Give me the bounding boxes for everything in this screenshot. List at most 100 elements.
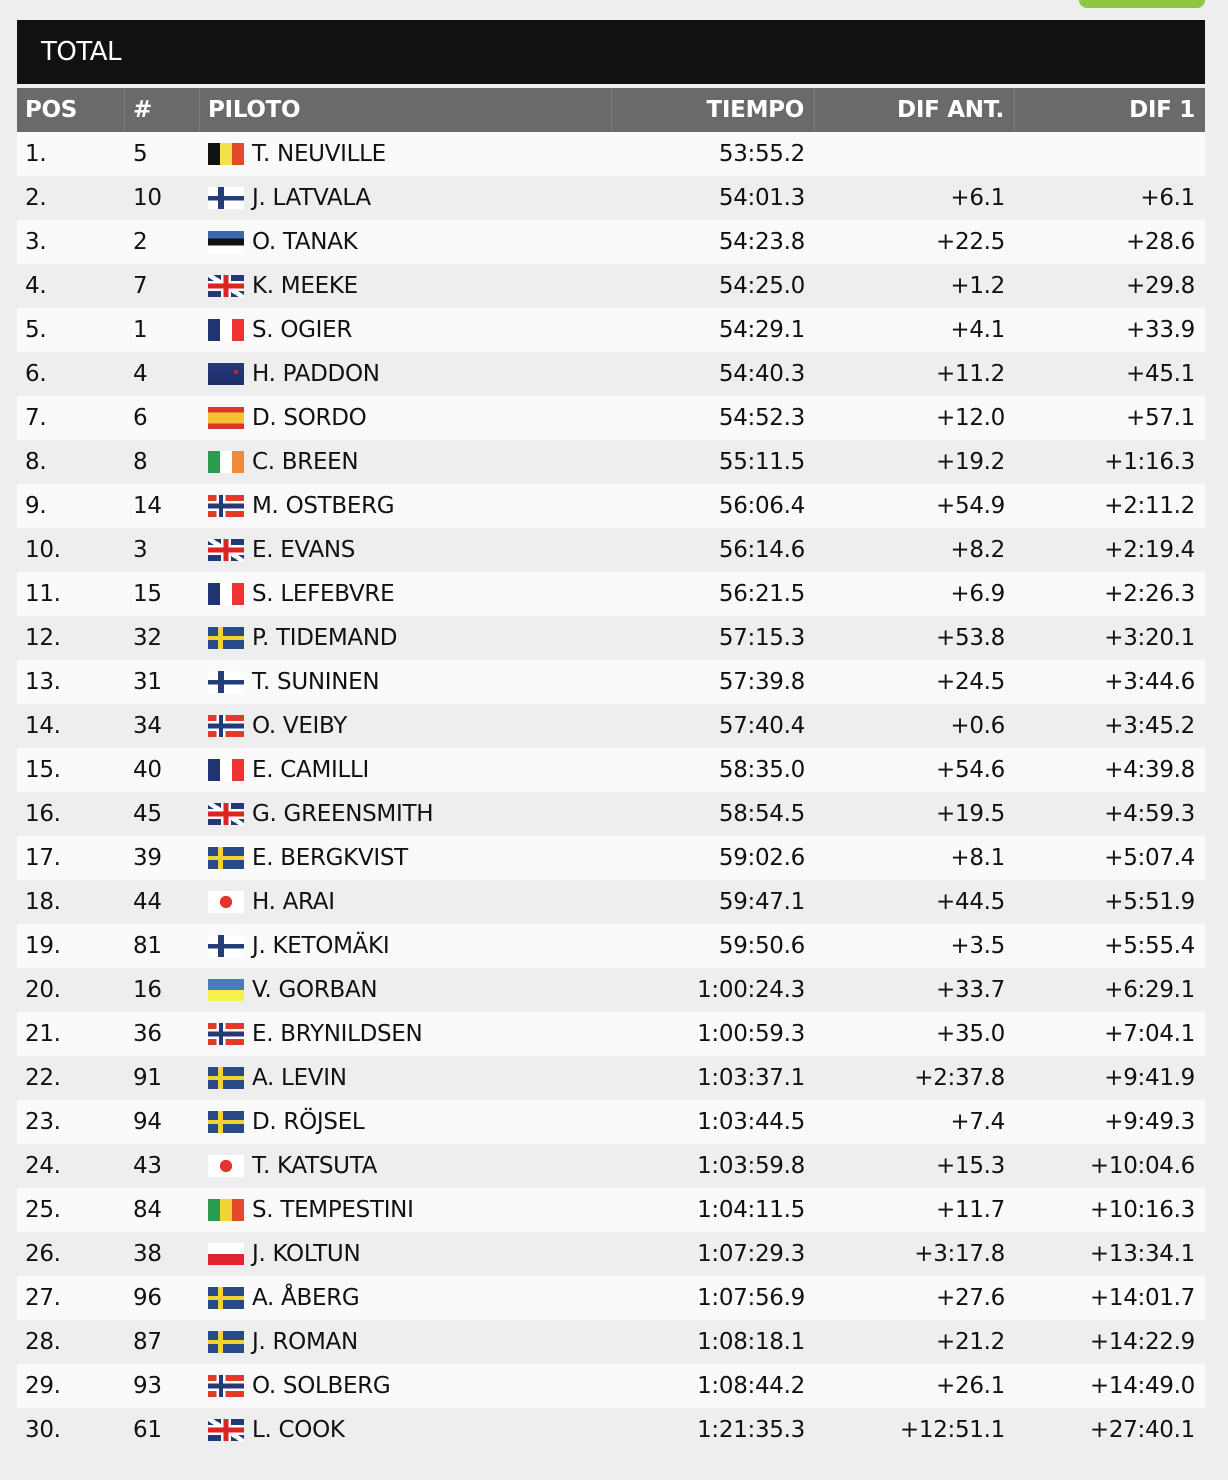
- table-row[interactable]: 25. 84 S. TEMPESTINI 1:04:11.5 +11.7 +10:16.3: [17, 1188, 1205, 1232]
- table-row[interactable]: 3. 2 O. TANAK 54:23.8 +22.5 +28.6: [17, 220, 1205, 264]
- table-row[interactable]: 18. 44 H. ARAI 59:47.1 +44.5 +5:51.9: [17, 880, 1205, 924]
- pilot-name[interactable]: P. TIDEMAND: [252, 625, 398, 651]
- cell-dif-prev: +22.5: [936, 229, 1005, 255]
- pilot-name[interactable]: M. OSTBERG: [252, 493, 395, 519]
- pilot-name[interactable]: E. BRYNILDSEN: [252, 1021, 423, 1047]
- pilot-name[interactable]: O. SOLBERG: [252, 1373, 391, 1399]
- cell-pos: 26.: [25, 1241, 61, 1267]
- pilot-name[interactable]: A. LEVIN: [252, 1065, 347, 1091]
- table-row[interactable]: 19. 81 J. KETOMÄKI 59:50.6 +3.5 +5:55.4: [17, 924, 1205, 968]
- cell-time: 1:07:29.3: [697, 1241, 805, 1267]
- pilot-name[interactable]: J. KETOMÄKI: [252, 933, 390, 959]
- cell-pilot: E. CAMILLI: [200, 757, 612, 783]
- header-dif-first[interactable]: DIF 1: [1129, 97, 1195, 123]
- table-row[interactable]: 2. 10 J. LATVALA 54:01.3 +6.1 +6.1: [17, 176, 1205, 220]
- table-row[interactable]: 4. 7 K. MEEKE 54:25.0 +1.2 +29.8: [17, 264, 1205, 308]
- cell-pos: 24.: [25, 1153, 61, 1179]
- pilot-name[interactable]: H. ARAI: [252, 889, 335, 915]
- pilot-name[interactable]: D. RÖJSEL: [252, 1109, 365, 1135]
- cell-time: 59:02.6: [718, 845, 805, 871]
- flag-ua-icon: [208, 979, 244, 1001]
- table-row[interactable]: 1. 5 T. NEUVILLE 53:55.2: [17, 132, 1205, 176]
- table-row[interactable]: 5. 1 S. OGIER 54:29.1 +4.1 +33.9: [17, 308, 1205, 352]
- flag-no-icon: [208, 715, 244, 737]
- pilot-name[interactable]: T. SUNINEN: [252, 669, 380, 695]
- table-row[interactable]: 28. 87 J. ROMAN 1:08:18.1 +21.2 +14:22.9: [17, 1320, 1205, 1364]
- table-row[interactable]: 13. 31 T. SUNINEN 57:39.8 +24.5 +3:44.6: [17, 660, 1205, 704]
- table-row[interactable]: 14. 34 O. VEIBY 57:40.4 +0.6 +3:45.2: [17, 704, 1205, 748]
- cell-dif-first: +14:01.7: [1089, 1285, 1195, 1311]
- cell-number: 81: [133, 933, 162, 959]
- table-row[interactable]: 27. 96 A. ÅBERG 1:07:56.9 +27.6 +14:01.7: [17, 1276, 1205, 1320]
- pilot-name[interactable]: O. TANAK: [252, 229, 358, 255]
- green-action-button[interactable]: [1079, 0, 1205, 8]
- table-row[interactable]: 10. 3 E. EVANS 56:14.6 +8.2 +2:19.4: [17, 528, 1205, 572]
- cell-number: 93: [133, 1373, 162, 1399]
- cell-time: 1:00:59.3: [697, 1021, 805, 1047]
- cell-dif-first: +10:16.3: [1089, 1197, 1195, 1223]
- pilot-name[interactable]: C. BREEN: [252, 449, 359, 475]
- table-row[interactable]: 6. 4 H. PADDON 54:40.3 +11.2 +45.1: [17, 352, 1205, 396]
- pilot-name[interactable]: S. OGIER: [252, 317, 353, 343]
- pilot-name[interactable]: S. LEFEBVRE: [252, 581, 395, 607]
- pilot-name[interactable]: D. SORDO: [252, 405, 367, 431]
- cell-dif-prev: +27.6: [936, 1285, 1005, 1311]
- table-row[interactable]: 22. 91 A. LEVIN 1:03:37.1 +2:37.8 +9:41.9: [17, 1056, 1205, 1100]
- header-pos[interactable]: POS: [17, 88, 125, 132]
- table-body: 1. 5 T. NEUVILLE 53:55.2 2. 10 J. LATVALA 54:01…: [17, 132, 1205, 1452]
- pilot-name[interactable]: V. GORBAN: [252, 977, 378, 1003]
- pilot-name[interactable]: T. KATSUTA: [252, 1153, 378, 1179]
- header-number[interactable]: #: [125, 88, 200, 132]
- cell-pos: 5.: [25, 317, 47, 343]
- flag-be-icon: [208, 143, 244, 165]
- table-row[interactable]: 30. 61 L. COOK 1:21:35.3 +12:51.1 +27:40.1: [17, 1408, 1205, 1452]
- table-row[interactable]: 8. 8 C. BREEN 55:11.5 +19.2 +1:16.3: [17, 440, 1205, 484]
- cell-pos: 2.: [25, 185, 47, 211]
- cell-pilot: V. GORBAN: [200, 977, 612, 1003]
- cell-number: 2: [133, 229, 148, 255]
- pilot-name[interactable]: E. BERGKVIST: [252, 845, 408, 871]
- pilot-name[interactable]: E. CAMILLI: [252, 757, 369, 783]
- table-row[interactable]: 29. 93 O. SOLBERG 1:08:44.2 +26.1 +14:49.0: [17, 1364, 1205, 1408]
- cell-number: 43: [133, 1153, 162, 1179]
- table-row[interactable]: 7. 6 D. SORDO 54:52.3 +12.0 +57.1: [17, 396, 1205, 440]
- table-row[interactable]: 11. 15 S. LEFEBVRE 56:21.5 +6.9 +2:26.3: [17, 572, 1205, 616]
- header-pilot[interactable]: PILOTO: [200, 88, 612, 132]
- pilot-name[interactable]: T. NEUVILLE: [252, 141, 386, 167]
- header-dif-prev[interactable]: DIF ANT.: [815, 88, 1015, 132]
- cell-time: 54:52.3: [718, 405, 805, 431]
- pilot-name[interactable]: L. COOK: [252, 1417, 345, 1443]
- table-row[interactable]: 17. 39 E. BERGKVIST 59:02.6 +8.1 +5:07.4: [17, 836, 1205, 880]
- table-row[interactable]: 15. 40 E. CAMILLI 58:35.0 +54.6 +4:39.8: [17, 748, 1205, 792]
- table-row[interactable]: 23. 94 D. RÖJSEL 1:03:44.5 +7.4 +9:49.3: [17, 1100, 1205, 1144]
- cell-dif-prev: +54.9: [936, 493, 1005, 519]
- table-row[interactable]: 26. 38 J. KOLTUN 1:07:29.3 +3:17.8 +13:34.1: [17, 1232, 1205, 1276]
- table-row[interactable]: 20. 16 V. GORBAN 1:00:24.3 +33.7 +6:29.1: [17, 968, 1205, 1012]
- pilot-name[interactable]: G. GREENSMITH: [252, 801, 434, 827]
- cell-number: 8: [133, 449, 148, 475]
- pilot-name[interactable]: J. ROMAN: [252, 1329, 358, 1355]
- pilot-name[interactable]: J. KOLTUN: [252, 1241, 361, 1267]
- cell-pilot: K. MEEKE: [200, 273, 612, 299]
- pilot-name[interactable]: K. MEEKE: [252, 273, 358, 299]
- cell-pos: 4.: [25, 273, 47, 299]
- cell-pos: 11.: [25, 581, 61, 607]
- table-row[interactable]: 24. 43 T. KATSUTA 1:03:59.8 +15.3 +10:04.6: [17, 1144, 1205, 1188]
- cell-pos: 17.: [25, 845, 61, 871]
- table-row[interactable]: 9. 14 M. OSTBERG 56:06.4 +54.9 +2:11.2: [17, 484, 1205, 528]
- flag-it-icon: [208, 1199, 244, 1221]
- pilot-name[interactable]: H. PADDON: [252, 361, 380, 387]
- pilot-name[interactable]: J. LATVALA: [252, 185, 371, 211]
- cell-pilot: J. KOLTUN: [200, 1241, 612, 1267]
- table-row[interactable]: 21. 36 E. BRYNILDSEN 1:00:59.3 +35.0 +7:04.1: [17, 1012, 1205, 1056]
- flag-no-icon: [208, 1023, 244, 1045]
- pilot-name[interactable]: A. ÅBERG: [252, 1285, 360, 1311]
- pilot-name[interactable]: S. TEMPESTINI: [252, 1197, 414, 1223]
- table-row[interactable]: 12. 32 P. TIDEMAND 57:15.3 +53.8 +3:20.1: [17, 616, 1205, 660]
- pilot-name[interactable]: E. EVANS: [252, 537, 356, 563]
- header-time[interactable]: TIEMPO: [612, 88, 815, 132]
- cell-dif-prev: +2:37.8: [914, 1065, 1005, 1091]
- cell-time: 1:03:59.8: [697, 1153, 805, 1179]
- table-row[interactable]: 16. 45 G. GREENSMITH 58:54.5 +19.5 +4:59.3: [17, 792, 1205, 836]
- pilot-name[interactable]: O. VEIBY: [252, 713, 348, 739]
